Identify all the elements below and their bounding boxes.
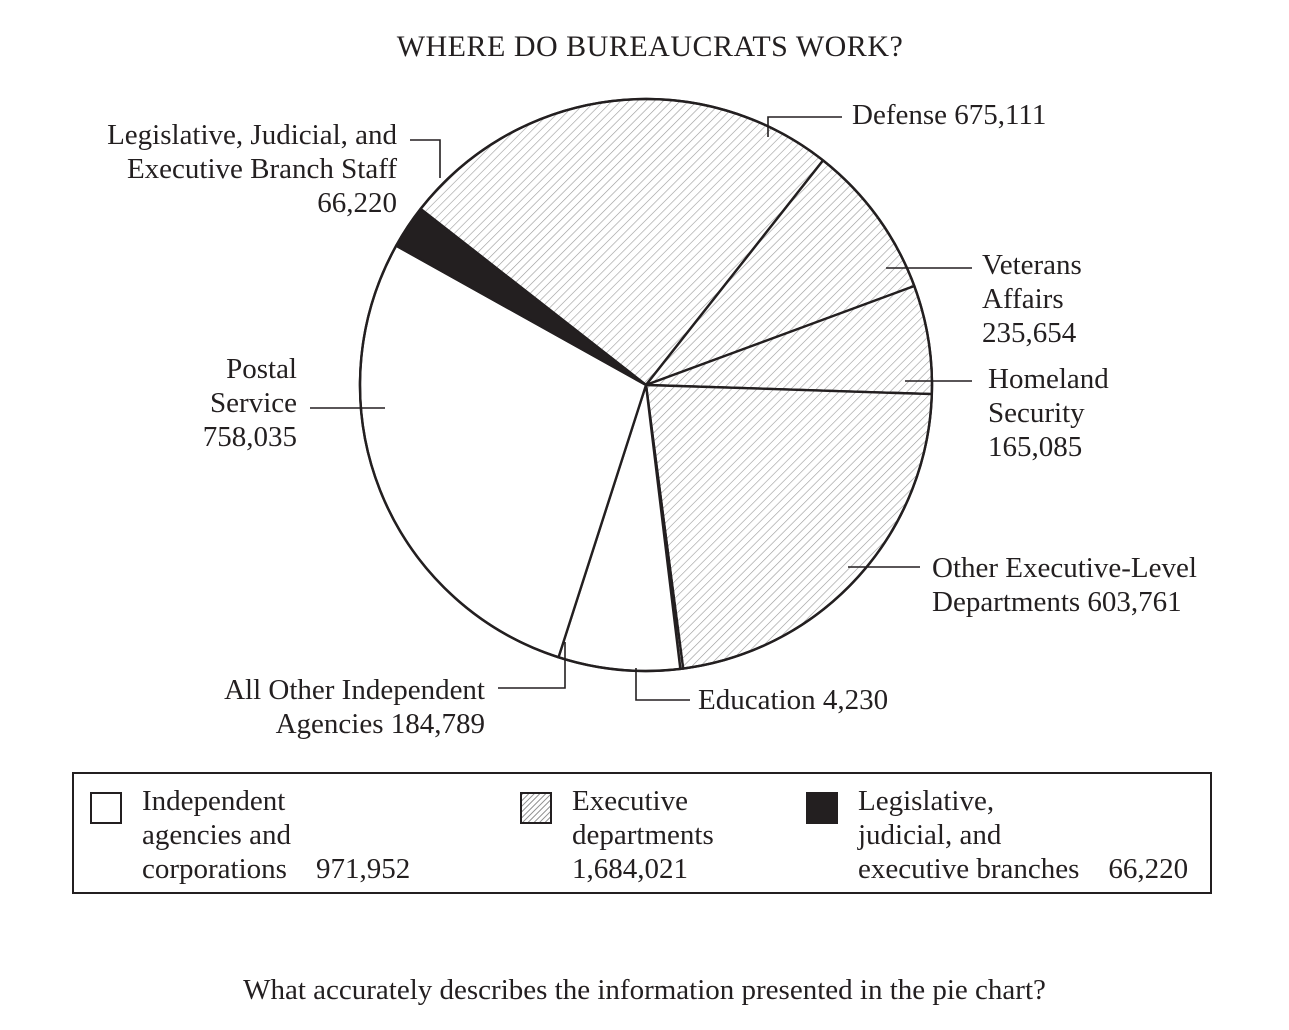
leader-line bbox=[410, 139, 441, 178]
slice-label-line: Postal bbox=[226, 353, 297, 385]
legend-line: Executive bbox=[572, 785, 688, 817]
legend-text: Legislative, judicial, and executive bra… bbox=[858, 784, 1188, 886]
legend-line: departments bbox=[572, 819, 714, 851]
slice-label-line: 235,654 bbox=[982, 317, 1077, 349]
legend-line: corporations 971,952 bbox=[142, 853, 411, 885]
legend-line: 1,684,021 bbox=[572, 853, 688, 885]
chart-title: WHERE DO BUREAUCRATS WORK? bbox=[396, 30, 904, 63]
legend-text: Executive departments 1,684,021 bbox=[572, 784, 714, 886]
slice-label: Postal Service 758,035 bbox=[203, 352, 297, 454]
slice-label-line: All Other Independent bbox=[224, 674, 485, 706]
question-text: What accurately describes the informatio… bbox=[243, 974, 1046, 1006]
slice-label-line: Other Executive-Level bbox=[932, 552, 1197, 584]
slice-label-line: Legislative, Judicial, and bbox=[107, 119, 397, 151]
slice-label-line: Service bbox=[210, 387, 297, 419]
legend-text: Independent agencies and corporations 97… bbox=[142, 784, 410, 886]
slice-label: Veterans Affairs 235,654 bbox=[982, 248, 1082, 350]
chart-legend: Independent agencies and corporations 97… bbox=[72, 772, 1212, 894]
pie-slice bbox=[644, 383, 934, 670]
slice-label: Homeland Security 165,085 bbox=[988, 362, 1109, 464]
slice-label: Other Executive-Level Departments 603,761 bbox=[932, 551, 1197, 619]
legend-line: judicial, and bbox=[858, 819, 1002, 851]
slice-label-line: Security bbox=[988, 397, 1085, 429]
slice-label: Legislative, Judicial, and Executive Bran… bbox=[107, 118, 397, 220]
legend-line: executive branches 66,220 bbox=[858, 853, 1189, 885]
slice-label: Education 4,230 bbox=[698, 683, 888, 717]
slice-label-line: 66,220 bbox=[317, 187, 397, 219]
slice-label-line: Veterans bbox=[982, 249, 1082, 281]
slice-label: Defense 675,111 bbox=[852, 98, 1046, 132]
legend-swatch-white bbox=[90, 792, 122, 824]
pie-outline bbox=[358, 97, 934, 673]
slice-label-line: 165,085 bbox=[988, 431, 1083, 463]
slice-label-line: Executive Branch Staff bbox=[126, 153, 397, 185]
leader-line bbox=[767, 116, 842, 137]
leader-line bbox=[498, 642, 566, 689]
slice-label: All Other Independent Agencies 184,789 bbox=[224, 673, 485, 741]
slice-label-line: 758,035 bbox=[202, 421, 297, 453]
legend-line: Independent bbox=[142, 785, 286, 817]
legend-swatch-black bbox=[806, 792, 838, 824]
legend-swatch-hatched bbox=[520, 792, 552, 824]
leader-line bbox=[635, 668, 690, 701]
slice-label-line: Homeland bbox=[988, 363, 1109, 395]
slice-label-line: Departments 603,761 bbox=[932, 586, 1182, 618]
slice-label-line: Education 4,230 bbox=[698, 684, 889, 716]
slice-label-line: Defense 675,111 bbox=[852, 99, 1047, 131]
slice-label-line: Affairs bbox=[982, 283, 1064, 315]
legend-line: Legislative, bbox=[858, 785, 995, 817]
legend-line: agencies and bbox=[142, 819, 291, 851]
slice-label-line: Agencies 184,789 bbox=[275, 708, 485, 740]
